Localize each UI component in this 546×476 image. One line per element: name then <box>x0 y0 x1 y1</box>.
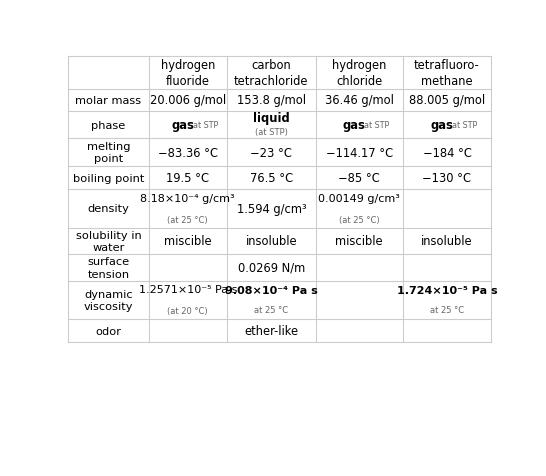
Text: dynamic
viscosity: dynamic viscosity <box>84 289 133 311</box>
Text: 76.5 °C: 76.5 °C <box>250 172 293 185</box>
Text: 1.2571×10⁻⁵ Pa s: 1.2571×10⁻⁵ Pa s <box>139 285 237 295</box>
Text: insoluble: insoluble <box>421 235 473 248</box>
Text: (at 25 °C): (at 25 °C) <box>168 215 208 224</box>
Text: −83.36 °C: −83.36 °C <box>158 146 218 159</box>
Text: 1.724×10⁻⁵ Pa s: 1.724×10⁻⁵ Pa s <box>396 286 497 296</box>
Text: −23 °C: −23 °C <box>251 146 292 159</box>
Text: 36.46 g/mol: 36.46 g/mol <box>325 94 394 107</box>
Text: miscible: miscible <box>164 235 212 248</box>
Text: gas: gas <box>343 119 365 132</box>
Text: gas: gas <box>430 119 453 132</box>
Text: at STP: at STP <box>452 121 477 130</box>
Text: at 25 °C: at 25 °C <box>254 306 288 315</box>
Text: tetrafluoro-
methane: tetrafluoro- methane <box>414 59 480 88</box>
Text: 19.5 °C: 19.5 °C <box>167 172 209 185</box>
Text: carbon
tetrachloride: carbon tetrachloride <box>234 59 308 88</box>
Text: miscible: miscible <box>335 235 383 248</box>
Text: phase: phase <box>91 120 126 130</box>
Text: at STP: at STP <box>193 121 218 130</box>
Text: ether-like: ether-like <box>244 325 299 337</box>
Text: 8.18×10⁻⁴ g/cm³: 8.18×10⁻⁴ g/cm³ <box>140 193 235 203</box>
Text: surface
tension: surface tension <box>87 257 129 279</box>
Text: hydrogen
fluoride: hydrogen fluoride <box>161 59 215 88</box>
Text: gas: gas <box>171 119 194 132</box>
Text: 88.005 g/mol: 88.005 g/mol <box>409 94 485 107</box>
Text: 20.006 g/mol: 20.006 g/mol <box>150 94 226 107</box>
Text: −184 °C: −184 °C <box>423 146 471 159</box>
Text: 0.0269 N/m: 0.0269 N/m <box>238 261 305 274</box>
Text: 9.08×10⁻⁴ Pa s: 9.08×10⁻⁴ Pa s <box>225 286 318 296</box>
Text: liquid: liquid <box>253 111 290 124</box>
Text: density: density <box>87 204 129 214</box>
Text: hydrogen
chloride: hydrogen chloride <box>332 59 387 88</box>
Text: 0.00149 g/cm³: 0.00149 g/cm³ <box>318 193 400 203</box>
Text: (at STP): (at STP) <box>255 128 288 137</box>
Text: at 25 °C: at 25 °C <box>430 306 464 315</box>
Text: (at 20 °C): (at 20 °C) <box>168 307 208 316</box>
Text: molar mass: molar mass <box>75 96 141 106</box>
Text: boiling point: boiling point <box>73 173 144 183</box>
Text: −85 °C: −85 °C <box>339 172 380 185</box>
Text: insoluble: insoluble <box>246 235 297 248</box>
Text: −114.17 °C: −114.17 °C <box>325 146 393 159</box>
Text: (at 25 °C): (at 25 °C) <box>339 215 379 224</box>
Text: 1.594 g/cm³: 1.594 g/cm³ <box>236 203 306 216</box>
Text: solubility in
water: solubility in water <box>75 230 141 253</box>
Text: at STP: at STP <box>364 121 389 130</box>
Text: 153.8 g/mol: 153.8 g/mol <box>237 94 306 107</box>
Text: melting
point: melting point <box>87 141 130 164</box>
Text: −130 °C: −130 °C <box>423 172 471 185</box>
Text: odor: odor <box>96 326 121 336</box>
